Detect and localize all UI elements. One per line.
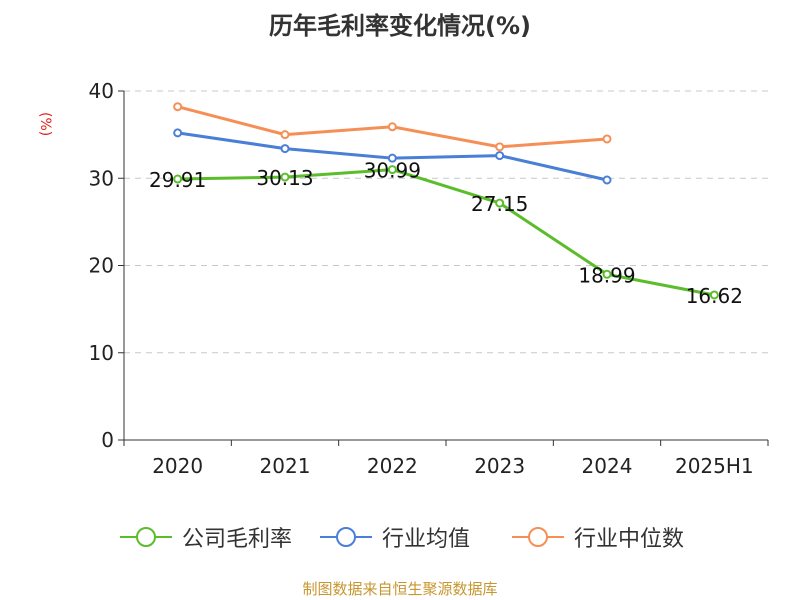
data-point	[280, 144, 290, 154]
legend-marker-icon	[512, 527, 564, 547]
data-point	[387, 153, 397, 163]
data-label: 27.15	[471, 192, 528, 216]
y-tick-label: 20	[89, 254, 114, 278]
data-point	[173, 102, 183, 112]
grid-lines	[124, 90, 768, 354]
data-label: 29.91	[149, 168, 206, 192]
legend-item: 行业均值	[318, 519, 470, 555]
data-source-note: 制图数据来自恒生聚源数据库	[302, 580, 498, 598]
line-chart: 0 10 20 30 40 2020 2021 2022 2023 2024 2025H1 29.9…	[89, 79, 769, 478]
data-point	[495, 142, 505, 152]
data-label: 30.99	[364, 159, 421, 183]
x-tick-label: 2021	[260, 454, 311, 478]
series-layer	[173, 102, 719, 300]
x-tick-label: 2025H1	[675, 454, 754, 478]
data-point	[602, 175, 612, 185]
legend-label: 行业中位数	[574, 527, 685, 552]
data-labels: 29.91 30.13 30.99 27.15 18.99 16.62	[149, 159, 743, 308]
legend: 公司毛利率 行业均值 行业中位数	[0, 519, 800, 555]
legend-item: 公司毛利率	[118, 519, 292, 555]
x-tick-label: 2023	[474, 454, 525, 478]
legend-marker-icon	[120, 527, 172, 547]
y-tick-label: 0	[101, 428, 114, 452]
data-point	[495, 151, 505, 161]
data-point	[602, 269, 612, 279]
y-tick-label: 40	[89, 79, 114, 103]
axes: 0 10 20 30 40 2020 2021 2022 2023 2024 2025H1	[89, 79, 769, 478]
x-tick-label: 2024	[582, 454, 633, 478]
data-point	[602, 134, 612, 144]
y-tick-label: 30	[89, 166, 114, 190]
x-tick-label: 2022	[367, 454, 418, 478]
legend-label: 公司毛利率	[182, 527, 293, 552]
data-point	[173, 174, 183, 184]
data-label: 18.99	[578, 263, 635, 287]
data-label: 30.13	[256, 166, 313, 190]
x-tick-label: 2020	[152, 454, 203, 478]
data-label: 16.62	[686, 284, 743, 308]
chart-title: 历年毛利率变化情况(%)	[269, 12, 531, 40]
data-point	[387, 165, 397, 175]
data-point	[280, 130, 290, 140]
data-point	[709, 290, 719, 300]
y-tick-label: 10	[89, 341, 114, 365]
data-point	[495, 198, 505, 208]
legend-marker-icon	[320, 527, 372, 547]
legend-label: 行业均值	[382, 527, 471, 552]
data-point	[280, 172, 290, 182]
series-line	[177, 168, 715, 297]
data-point	[387, 122, 397, 132]
data-point	[173, 128, 183, 138]
legend-item: 行业中位数	[510, 519, 684, 555]
